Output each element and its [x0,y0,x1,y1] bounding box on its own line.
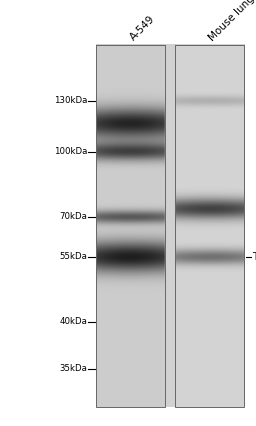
Text: Mouse lung: Mouse lung [207,0,256,43]
Bar [96,45,165,407]
Text: 55kDa: 55kDa [59,252,87,261]
Text: 130kDa: 130kDa [54,96,87,105]
Text: 70kDa: 70kDa [59,212,87,221]
Text: 35kDa: 35kDa [59,364,87,373]
Text: TNFR1: TNFR1 [252,252,256,262]
Bar [175,45,244,407]
Text: A-549: A-549 [128,14,157,43]
Text: 100kDa: 100kDa [54,147,87,156]
Text: 40kDa: 40kDa [59,317,87,326]
